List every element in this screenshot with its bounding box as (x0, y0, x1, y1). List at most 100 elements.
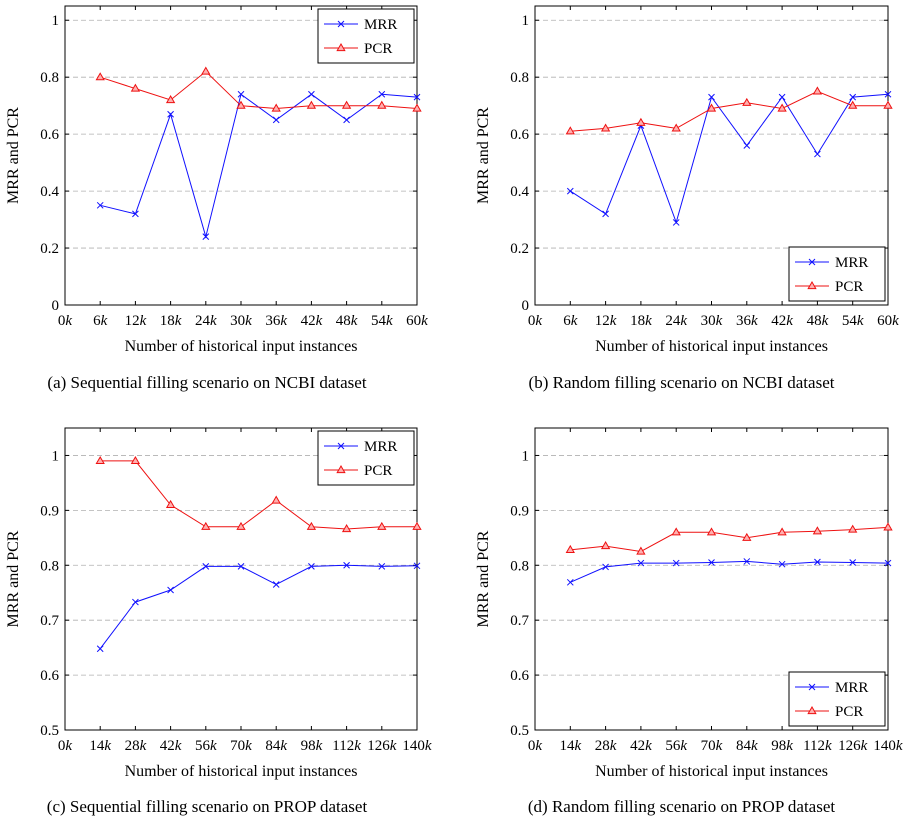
data-point-mrr (743, 558, 751, 565)
subfigure-caption: (b) Random filling scenario on NCBI data… (529, 373, 835, 392)
x-tick-label: 126k (367, 738, 397, 754)
legend-label-pcr: PCR (364, 41, 392, 57)
subfigure-caption: (a) Sequential filling scenario on NCBI … (47, 373, 366, 392)
y-axis-label: MRR and PCR (475, 530, 492, 627)
x-tick-label: 42k (160, 738, 182, 754)
y-tick-label: 0.5 (510, 723, 529, 739)
y-tick-label: 0.7 (40, 613, 59, 629)
data-point-mrr (672, 219, 680, 226)
data-point-pcr (130, 455, 141, 465)
data-point-pcr (377, 100, 387, 109)
data-point-pcr (883, 522, 893, 531)
x-tick-label: 42k (771, 313, 793, 329)
x-tick-label: 42k (301, 313, 323, 329)
legend-label-pcr: PCR (364, 463, 392, 479)
data-point-mrr (167, 110, 174, 118)
data-point-mrr (308, 563, 315, 570)
data-point-pcr (848, 524, 858, 533)
x-tick-label: 48k (336, 313, 358, 329)
data-point-pcr (812, 86, 823, 95)
data-point-mrr (237, 563, 245, 570)
data-point-mrr (884, 90, 892, 98)
data-point-pcr (565, 126, 575, 135)
y-tick-label: 0.6 (510, 127, 529, 143)
data-point-pcr (306, 521, 317, 530)
legend-marker (807, 705, 817, 715)
data-point-pcr (165, 499, 176, 508)
legend-box (788, 246, 886, 302)
series-line-mrr (99, 564, 418, 650)
data-point-mrr (814, 150, 821, 158)
x-tick-label: 24k (195, 313, 217, 329)
data-point-pcr (341, 524, 352, 533)
legend-label-mrr: MRR (364, 439, 397, 455)
y-axis-label: MRR and PCR (5, 530, 22, 627)
data-point-mrr (272, 116, 280, 124)
data-point-mrr (167, 586, 174, 594)
data-point-pcr (777, 527, 787, 536)
x-tick-label: 0k (58, 313, 73, 329)
x-tick-label: 54k (842, 313, 864, 329)
x-axis-label: Number of historical input instances (595, 338, 828, 355)
data-point-mrr (672, 559, 680, 567)
data-point-pcr (742, 532, 752, 541)
x-tick-label: 18k (630, 313, 652, 329)
x-tick-label: 54k (371, 313, 393, 329)
data-point-mrr (637, 559, 645, 567)
y-tick-label: 0.4 (510, 184, 529, 200)
y-tick-label: 0.6 (40, 668, 59, 684)
data-point-mrr (308, 90, 315, 98)
data-point-pcr (883, 100, 893, 109)
x-tick-label: 6k (93, 313, 108, 329)
x-tick-label: 140k (873, 738, 903, 754)
y-axis-label: MRR and PCR (5, 107, 22, 204)
series-line-pcr (100, 70, 418, 110)
x-tick-label: 36k (736, 313, 758, 329)
legend-marker (807, 280, 817, 290)
x-tick-label: 30k (230, 313, 252, 329)
data-point-mrr (413, 93, 421, 101)
y-tick-label: 0.6 (510, 668, 529, 684)
x-tick-label: 112k (803, 738, 832, 754)
legend-label-mrr: MRR (364, 17, 397, 33)
series-line-pcr (570, 526, 889, 553)
data-point-pcr (271, 103, 281, 112)
legend: MRR PCR (317, 8, 415, 64)
legend-label-pcr: PCR (835, 704, 863, 720)
x-tick-label: 60k (406, 313, 428, 329)
data-point-mrr (378, 90, 386, 98)
data-point-mrr (708, 559, 715, 566)
y-tick-label: 0 (522, 298, 530, 314)
y-tick-label: 0.8 (510, 70, 529, 86)
x-tick-label: 6k (563, 313, 578, 329)
legend-marker (336, 42, 346, 52)
legend-label-mrr: MRR (835, 680, 868, 696)
y-tick-label: 1 (522, 448, 530, 464)
y-tick-label: 0.2 (510, 241, 529, 257)
data-point-mrr (708, 93, 715, 101)
y-tick-label: 1 (52, 448, 60, 464)
data-point-pcr (130, 83, 141, 92)
chart-panel-b: 0 0.2 0.4 0.6 0.8 1 0k 6k 12k 18k 24k 30k 36k 42k 48k 5… (475, 5, 899, 392)
x-tick-label: 84k (736, 738, 758, 754)
x-tick-label: 56k (195, 738, 217, 754)
data-point-pcr (636, 117, 646, 126)
x-tick-label: 70k (701, 738, 723, 754)
data-point-pcr (671, 123, 681, 132)
data-point-pcr (600, 123, 611, 132)
x-tick-label: 98k (301, 738, 323, 754)
x-tick-label: 18k (160, 313, 182, 329)
series-line-mrr (570, 560, 889, 583)
x-tick-label: 126k (838, 738, 868, 754)
data-point-mrr (202, 233, 210, 241)
legend-marker (808, 258, 816, 266)
legend-marker (808, 683, 816, 691)
data-point-mrr (96, 645, 104, 653)
data-point-mrr (202, 563, 210, 570)
y-tick-label: 1 (52, 13, 60, 29)
data-point-pcr (706, 103, 717, 112)
data-point-pcr (600, 541, 611, 550)
chart-panel-c: 0.5 0.6 0.7 0.8 0.9 1 0k 14k 28k 42k 56k 70k 84k 98k 1… (5, 427, 432, 816)
x-tick-label: 42k (630, 738, 652, 754)
